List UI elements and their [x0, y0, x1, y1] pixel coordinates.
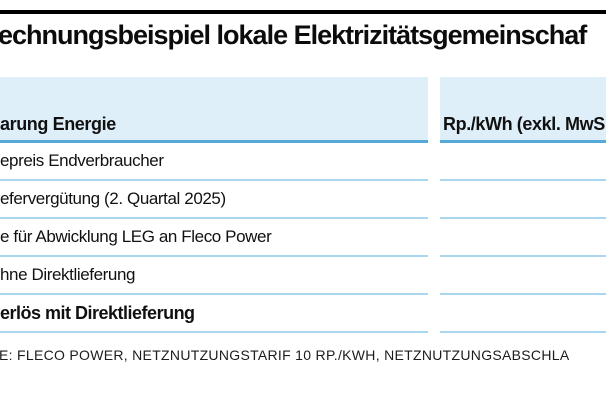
- column-header-value: Rp./kWh (exkl. MwS: [440, 77, 606, 143]
- value-cell: [440, 219, 606, 257]
- row-label: efervergütung (2. Quartal 2025): [0, 181, 428, 219]
- row-label: epreis Endverbraucher: [0, 143, 428, 181]
- column-gutter: [428, 219, 440, 257]
- column-gutter: [428, 143, 440, 181]
- column-gutter: [428, 257, 440, 295]
- table-row: e für Abwicklung LEG an Fleco Power: [0, 219, 606, 257]
- row-label: erlös mit Direktlieferung: [0, 295, 428, 333]
- value-cell: [440, 295, 606, 333]
- source-note: E: FLECO POWER, NETZNUTZUNGSTARIF 10 RP.…: [0, 347, 570, 363]
- chart-title: echnungsbeispiel lokale Elektrizitätsgem…: [0, 20, 587, 50]
- table-row: hne Direktlieferung: [0, 257, 606, 295]
- row-label: e für Abwicklung LEG an Fleco Power: [0, 219, 428, 257]
- table-row: efervergütung (2. Quartal 2025): [0, 181, 606, 219]
- table-row: epreis Endverbraucher: [0, 143, 606, 181]
- billing-table: arung Energie Rp./kWh (exkl. MwS epreis …: [0, 77, 606, 333]
- value-cell: [440, 181, 606, 219]
- table-row-total: erlös mit Direktlieferung: [0, 295, 606, 333]
- column-gutter: [428, 181, 440, 219]
- column-header-description: arung Energie: [0, 77, 428, 143]
- column-gutter: [428, 77, 440, 143]
- table-header-row: arung Energie Rp./kWh (exkl. MwS: [0, 77, 606, 143]
- row-label: hne Direktlieferung: [0, 257, 428, 295]
- value-cell: [440, 257, 606, 295]
- value-cell: [440, 143, 606, 181]
- top-rule: [0, 10, 606, 14]
- column-gutter: [428, 295, 440, 333]
